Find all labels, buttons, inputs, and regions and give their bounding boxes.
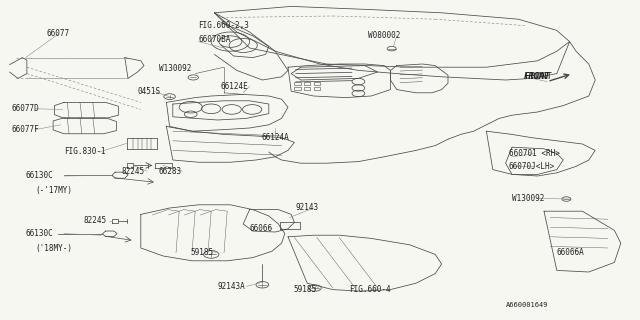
Text: 0451S: 0451S	[138, 87, 161, 96]
Text: (-'17MY): (-'17MY)	[35, 186, 72, 195]
Bar	[304, 82, 310, 85]
Text: 66070J<LH>: 66070J<LH>	[509, 162, 555, 171]
Text: 66066: 66066	[250, 224, 273, 233]
Text: 66283: 66283	[159, 167, 182, 176]
Text: FRONT: FRONT	[525, 72, 552, 81]
Text: ('18MY-): ('18MY-)	[35, 244, 72, 252]
Text: 92143A: 92143A	[218, 282, 245, 291]
Bar	[294, 87, 301, 90]
Text: 66130C: 66130C	[26, 229, 53, 238]
Text: 66066A: 66066A	[557, 248, 584, 257]
Text: FIG.660-4: FIG.660-4	[349, 285, 390, 294]
Text: 66077F: 66077F	[12, 125, 39, 134]
Text: W080002: W080002	[368, 31, 401, 40]
Text: 66077: 66077	[46, 29, 69, 38]
Text: 66124A: 66124A	[261, 133, 289, 142]
Bar	[314, 87, 320, 90]
Bar	[314, 82, 320, 85]
Bar	[304, 87, 310, 90]
Text: 66124E: 66124E	[221, 82, 248, 91]
Text: A660001649: A660001649	[506, 302, 548, 308]
Text: 660701 <RH>: 660701 <RH>	[509, 149, 559, 158]
Text: 66070BA: 66070BA	[198, 36, 231, 44]
Text: FIG.830-1: FIG.830-1	[64, 148, 106, 156]
Text: FRONT: FRONT	[524, 72, 550, 81]
Text: 82245: 82245	[83, 216, 106, 225]
Text: 59185: 59185	[191, 248, 214, 257]
Text: W130092: W130092	[512, 194, 545, 203]
Text: 66130C: 66130C	[26, 172, 53, 180]
Text: W130092: W130092	[159, 64, 191, 73]
Text: 59185: 59185	[293, 285, 316, 294]
Text: 82245: 82245	[122, 167, 145, 176]
Text: 92143: 92143	[296, 204, 319, 212]
Text: 66077D: 66077D	[12, 104, 39, 113]
Text: FIG.660-2,3: FIG.660-2,3	[198, 21, 249, 30]
Bar	[294, 82, 301, 85]
